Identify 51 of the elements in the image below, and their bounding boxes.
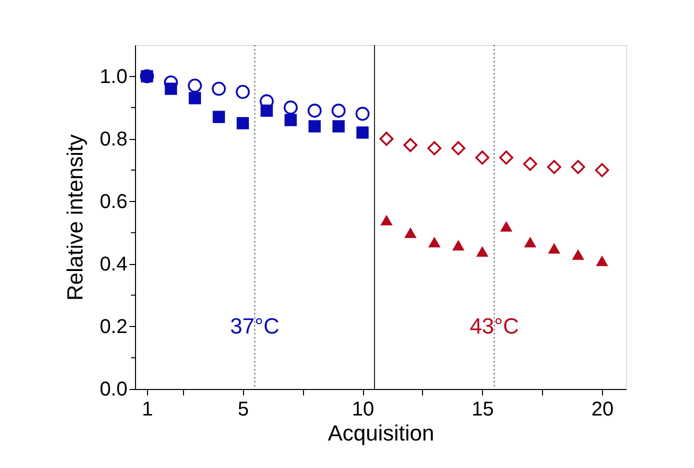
x-tick-label: 15 (472, 398, 494, 420)
point (475, 150, 490, 165)
point (427, 141, 442, 156)
y-tick-label: 0.6 (100, 190, 128, 213)
point (356, 126, 369, 139)
point (547, 160, 562, 174)
y-axis-title: Relative intensity (62, 134, 88, 301)
point (595, 163, 610, 178)
point (548, 242, 560, 254)
x-tick-label: 5 (238, 398, 249, 420)
point (403, 138, 418, 152)
y-tick-label: 0.4 (100, 253, 128, 276)
y-tick-label: 0.8 (100, 128, 128, 150)
y-tick-label: 0.0 (100, 378, 128, 400)
point (500, 221, 512, 232)
point (188, 92, 201, 104)
point (284, 100, 298, 115)
point (284, 114, 297, 126)
point (308, 104, 322, 118)
x-tick-label: 10 (352, 398, 374, 420)
point (451, 141, 466, 156)
point (212, 110, 225, 124)
y-tick-label: 0.2 (100, 316, 128, 338)
y-tick-label: 1.0 (100, 66, 128, 88)
point (404, 227, 417, 238)
point (164, 82, 178, 95)
point (212, 82, 226, 96)
point (236, 84, 250, 99)
point (308, 120, 321, 132)
point (380, 214, 393, 226)
point (428, 236, 441, 248)
point (596, 255, 608, 266)
point (332, 120, 345, 132)
point (332, 104, 346, 118)
point (260, 104, 273, 117)
annotation: 37°C (230, 313, 280, 338)
point (452, 240, 464, 250)
point (523, 156, 538, 171)
point (356, 106, 370, 121)
point (499, 150, 514, 165)
x-tick-label: 20 (591, 398, 614, 420)
point (524, 236, 536, 248)
x-tick-label: 1 (142, 398, 154, 420)
point (236, 117, 249, 130)
point (379, 132, 394, 146)
annotation: 43°C (470, 313, 519, 338)
point (188, 78, 202, 93)
point (476, 246, 488, 257)
x-axis-title: Acquisition (328, 420, 434, 446)
point (571, 160, 586, 174)
point (572, 249, 584, 260)
